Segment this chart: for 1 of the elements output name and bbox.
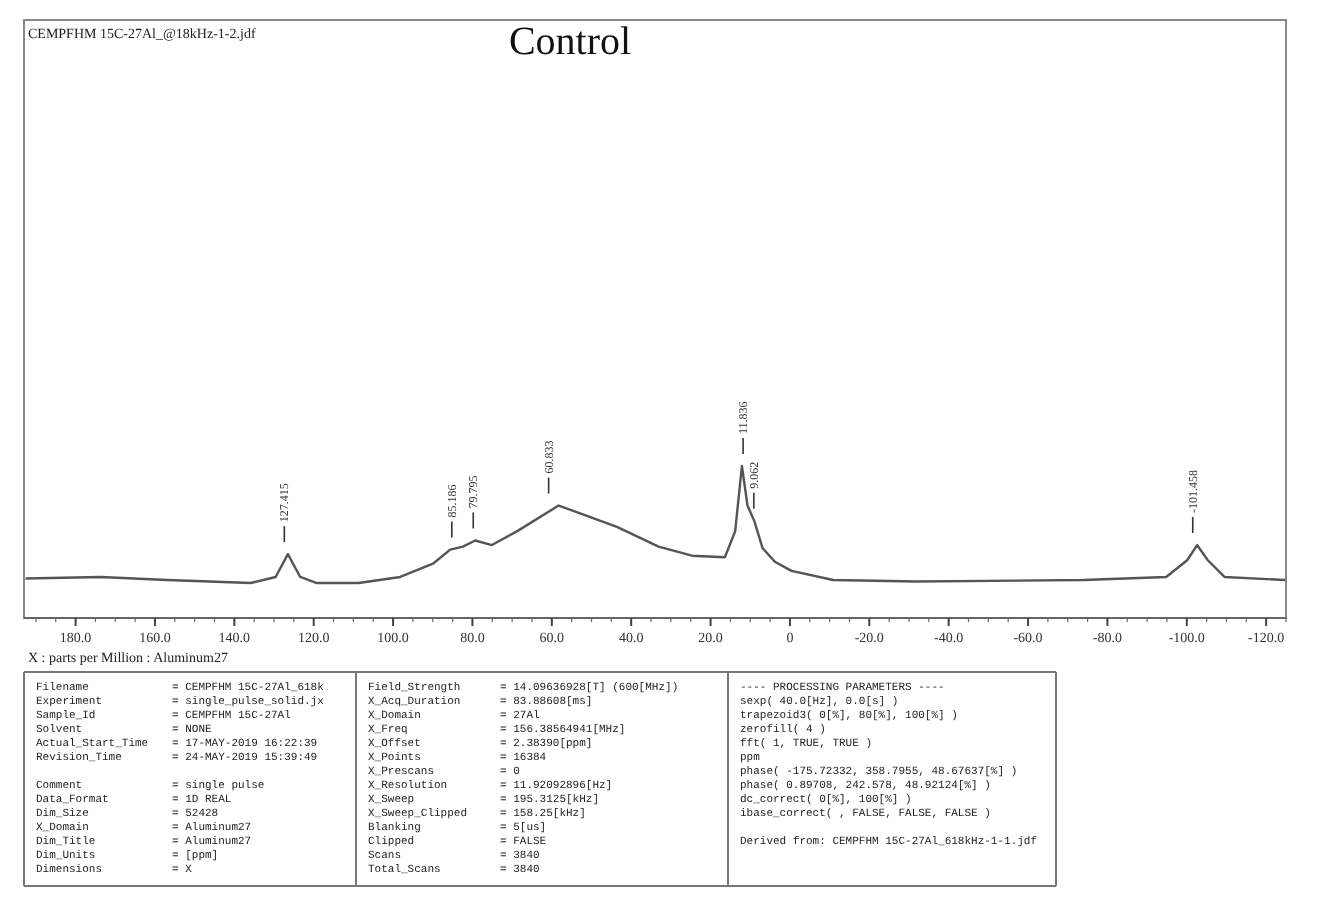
chart-title: Control [508,20,632,64]
